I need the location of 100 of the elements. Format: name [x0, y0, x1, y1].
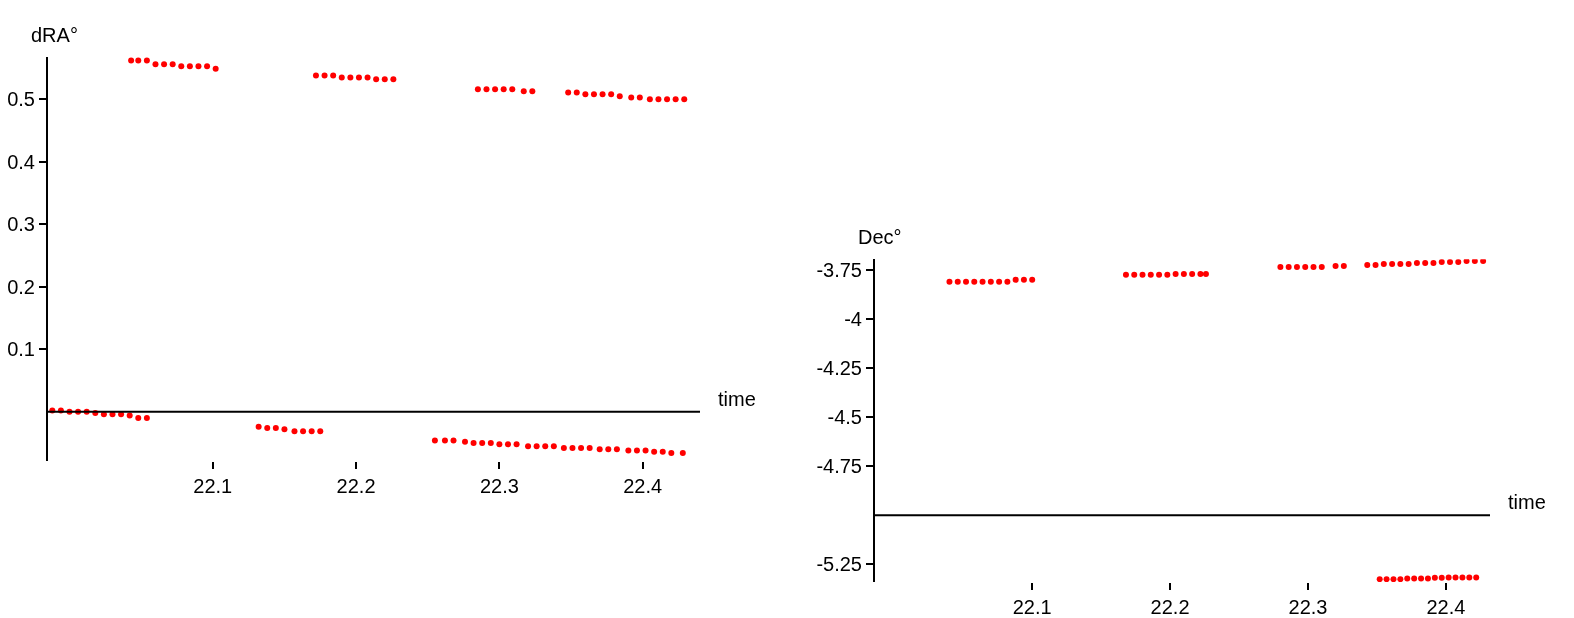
- point: [347, 74, 354, 81]
- y-tick-label: -5.25: [816, 553, 862, 576]
- point: [152, 61, 159, 68]
- point: [599, 91, 606, 98]
- point: [135, 57, 142, 64]
- point: [608, 91, 615, 98]
- point: [450, 437, 457, 444]
- point: [470, 440, 477, 446]
- point: [1202, 270, 1209, 277]
- point: [474, 86, 481, 93]
- point: [1422, 260, 1429, 267]
- point: [625, 447, 632, 454]
- point: [1012, 276, 1019, 283]
- point: [672, 96, 679, 103]
- point: [509, 86, 516, 93]
- point: [954, 278, 961, 285]
- point: [1452, 574, 1459, 581]
- point: [169, 61, 176, 68]
- point: [1389, 261, 1396, 268]
- point: [373, 76, 380, 83]
- point: [636, 94, 643, 101]
- point: [542, 443, 549, 450]
- x-tick-label: 22.4: [623, 474, 663, 497]
- point: [1318, 264, 1325, 271]
- point: [255, 423, 262, 430]
- y-tick-label: 0.4: [7, 150, 35, 173]
- point: [569, 445, 576, 451]
- point: [128, 57, 135, 64]
- point: [178, 63, 185, 70]
- point: [500, 86, 507, 93]
- point: [1340, 263, 1347, 270]
- point: [504, 441, 511, 448]
- point: [590, 91, 597, 98]
- point: [1372, 262, 1379, 269]
- point: [628, 94, 635, 101]
- point: [979, 278, 986, 285]
- point: [1471, 259, 1478, 265]
- point: [1480, 259, 1487, 265]
- point: [300, 428, 307, 435]
- point: [651, 448, 658, 455]
- point: [281, 426, 288, 433]
- point: [355, 74, 362, 81]
- point: [1164, 271, 1171, 278]
- x-tick-label: 22.3: [479, 474, 519, 497]
- y-tick-label: -4: [844, 308, 862, 331]
- y-tick-label: 0.5: [7, 88, 35, 111]
- point: [1147, 271, 1154, 278]
- point: [1364, 262, 1371, 269]
- point: [1473, 574, 1480, 581]
- point: [655, 96, 662, 103]
- point: [996, 278, 1003, 285]
- point: [1277, 264, 1284, 271]
- point: [1332, 263, 1339, 270]
- x-axis-title: time: [1508, 491, 1546, 513]
- point: [565, 89, 572, 96]
- point: [317, 428, 324, 435]
- point: [586, 445, 593, 451]
- point: [321, 72, 328, 79]
- point: [550, 443, 557, 450]
- point: [1004, 278, 1011, 285]
- point: [1180, 270, 1187, 277]
- point: [291, 428, 298, 435]
- point: [1390, 576, 1397, 583]
- point: [1293, 264, 1300, 271]
- point: [1376, 576, 1383, 583]
- point: [1380, 261, 1387, 268]
- point: [1139, 271, 1146, 278]
- point: [483, 86, 490, 93]
- point: [1418, 575, 1425, 582]
- point: [613, 446, 620, 453]
- point: [264, 425, 271, 431]
- x-tick-label: 22.3: [1288, 596, 1328, 618]
- point: [195, 63, 202, 70]
- point: [963, 278, 970, 285]
- x-axis-title: time: [718, 388, 756, 410]
- point: [461, 438, 468, 445]
- x-tick-label: 22.2: [1150, 596, 1190, 618]
- point: [479, 440, 486, 446]
- point: [492, 86, 499, 93]
- point: [573, 89, 580, 96]
- point: [1397, 261, 1404, 268]
- point: [679, 450, 686, 456]
- point: [308, 428, 315, 435]
- point: [1445, 574, 1452, 581]
- point: [560, 445, 567, 451]
- point: [1405, 261, 1412, 268]
- point: [1447, 259, 1454, 266]
- point: [143, 415, 150, 422]
- point: [681, 96, 688, 103]
- point: [272, 425, 279, 431]
- point: [664, 96, 671, 103]
- point: [330, 72, 337, 79]
- point: [1438, 259, 1445, 266]
- point: [1455, 259, 1462, 266]
- point: [1413, 260, 1420, 267]
- x-tick-label: 22.2: [336, 474, 376, 497]
- point: [1029, 276, 1036, 283]
- point: [1172, 270, 1179, 277]
- point: [1404, 575, 1411, 582]
- point: [1411, 575, 1418, 582]
